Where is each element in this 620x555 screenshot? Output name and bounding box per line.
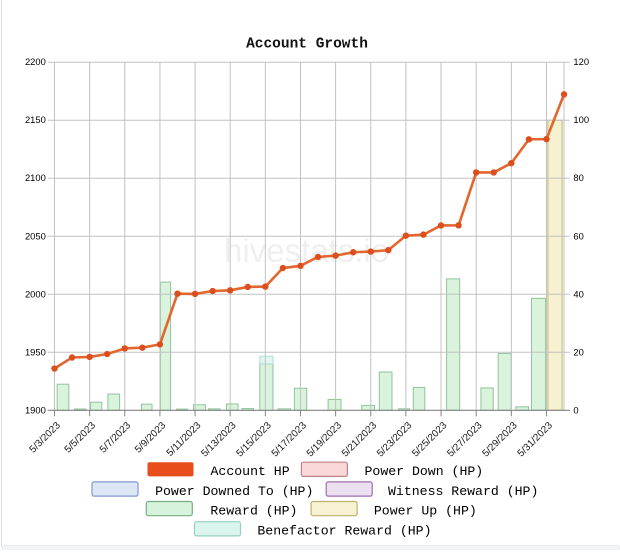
- svg-text:1950: 1950: [25, 346, 46, 357]
- svg-text:Reward (HP): Reward (HP): [210, 504, 297, 519]
- svg-text:Account HP: Account HP: [211, 464, 290, 479]
- svg-text:Account Growth: Account Growth: [246, 37, 368, 53]
- svg-text:2200: 2200: [25, 56, 46, 67]
- svg-text:Power Downed To (HP): Power Downed To (HP): [155, 484, 313, 499]
- svg-text:Witness Reward (HP): Witness Reward (HP): [388, 484, 538, 499]
- svg-text:40: 40: [573, 288, 583, 299]
- svg-text:1900: 1900: [25, 404, 46, 415]
- svg-text:100: 100: [573, 114, 589, 125]
- svg-text:2000: 2000: [25, 288, 46, 299]
- svg-text:2050: 2050: [25, 230, 46, 241]
- svg-text:Power Up (HP): Power Up (HP): [374, 504, 477, 519]
- svg-text:20: 20: [573, 346, 583, 357]
- svg-text:2100: 2100: [25, 172, 46, 183]
- svg-text:0: 0: [573, 404, 578, 415]
- svg-text:2150: 2150: [25, 114, 46, 125]
- svg-text:120: 120: [573, 56, 589, 67]
- svg-text:Benefactor Reward (HP): Benefactor Reward (HP): [257, 524, 431, 539]
- svg-text:Power Down (HP): Power Down (HP): [365, 464, 484, 479]
- svg-text:80: 80: [573, 172, 583, 183]
- svg-text:60: 60: [573, 230, 583, 241]
